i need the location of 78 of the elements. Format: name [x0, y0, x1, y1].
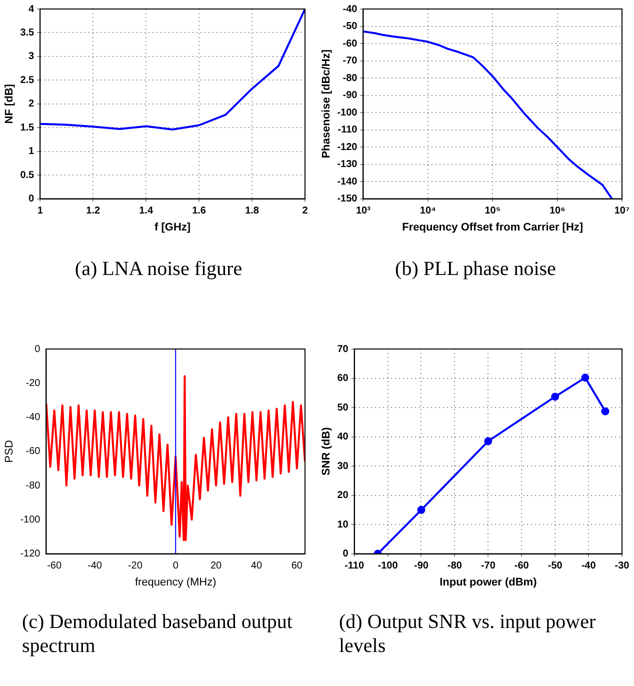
y-tick-label: -40 — [26, 412, 41, 424]
y-tick-label: 50 — [337, 402, 349, 414]
x-tick-label: -90 — [414, 560, 429, 572]
point — [484, 437, 492, 446]
y-tick-label: -130 — [337, 159, 358, 170]
text: (d) Output SNR vs. input power levels — [338, 610, 597, 658]
x-tick-label: 10⁷ — [614, 206, 630, 217]
x-tick-label: -30 — [614, 560, 630, 572]
x-tick-label: 10⁵ — [484, 206, 501, 217]
text: (b) PLL phase noise — [394, 257, 557, 282]
y-tick-label: 60 — [337, 373, 349, 384]
y-tick-label: -40 — [342, 4, 358, 15]
y-tick-label: -100 — [337, 107, 358, 118]
x-tick-label: 10³ — [356, 206, 372, 217]
y-axis-title: NF [dB] — [4, 84, 16, 124]
x-tick-label: 10⁴ — [420, 206, 436, 217]
y-tick-label: -70 — [342, 56, 358, 67]
x-tick-label: 1.8 — [245, 206, 260, 217]
y-tick-label: 10 — [337, 519, 349, 530]
text: (c) Demodulated baseband output spectrum — [21, 610, 294, 658]
x-tick-label: -60 — [47, 560, 62, 572]
x-tick-label: -50 — [548, 560, 563, 572]
y-tick-label: 0 — [34, 344, 41, 355]
x-tick-label: 2 — [302, 206, 308, 217]
point — [551, 392, 560, 401]
y-tick-label: 3.5 — [20, 27, 35, 38]
y-tick-label: -90 — [342, 90, 358, 102]
y-tick-label: -50 — [342, 21, 358, 32]
x-tick-label: 10⁶ — [549, 206, 566, 217]
y-tick-label: 20 — [337, 490, 349, 502]
y-tick-label: -120 — [337, 142, 358, 153]
x-tick-label: -40 — [88, 560, 102, 572]
y-tick-label: -110 — [338, 124, 358, 136]
y-tick-label: -80 — [26, 480, 41, 492]
x-tick-label: -70 — [480, 560, 496, 572]
point — [581, 374, 590, 382]
y-tick-label: 0 — [342, 548, 349, 560]
point — [601, 407, 610, 416]
y-tick-label: 0.5 — [20, 170, 35, 181]
x-axis-title: f [GHz] — [154, 221, 191, 234]
point — [417, 506, 426, 514]
x-tick-label: -80 — [447, 560, 462, 572]
x-tick-label: -100 — [378, 560, 398, 572]
x-axis-title: Frequency Offset from Carrier [Hz] — [402, 221, 584, 234]
y-tick-label: -150 — [337, 194, 358, 205]
x-axis-title: frequency (MHz) — [134, 576, 216, 588]
y-tick-label: -60 — [26, 446, 41, 458]
y-tick-label: 4 — [28, 4, 35, 15]
x-tick-label: -60 — [514, 560, 530, 572]
x-tick-label: 1.2 — [86, 206, 100, 217]
y-tick-label: 70 — [337, 344, 349, 355]
y-tick-label: 2.5 — [20, 74, 35, 86]
y-tick-label: 0 — [28, 194, 35, 205]
y-tick-label: -140 — [337, 176, 358, 188]
x-tick-label: 0 — [172, 560, 179, 572]
y-tick-label: 1 — [28, 146, 35, 158]
y-tick-label: 30 — [337, 460, 349, 472]
y-tick-label: 2 — [28, 98, 35, 110]
y-tick-label: -120 — [20, 548, 41, 560]
y-tick-label: 1.5 — [20, 122, 35, 134]
x-axis-title: Input power (dBm) — [440, 576, 538, 588]
y-tick-label: -20 — [26, 378, 41, 389]
y-axis-title: PSD — [4, 440, 16, 463]
x-tick-label: 40 — [250, 560, 262, 572]
y-tick-label: -60 — [342, 38, 358, 50]
y-tick-label: 40 — [337, 432, 349, 443]
y-axis-title: SNR (dB) — [320, 426, 333, 476]
x-tick-label: 20 — [210, 560, 222, 572]
x-tick-label: 60 — [291, 560, 303, 572]
y-tick-label: -80 — [342, 72, 358, 84]
y-axis-title: Phasenoise [dBc/Hz] — [320, 49, 333, 158]
x-tick-label: 1.4 — [139, 206, 154, 217]
x-tick-label: 1.6 — [192, 206, 206, 217]
x-tick-label: -20 — [128, 560, 143, 572]
y-tick-label: 3 — [28, 51, 35, 62]
x-tick-label: -40 — [581, 560, 596, 572]
text: (a) LNA noise figure — [74, 257, 244, 282]
y-tick-label: -100 — [20, 514, 41, 526]
